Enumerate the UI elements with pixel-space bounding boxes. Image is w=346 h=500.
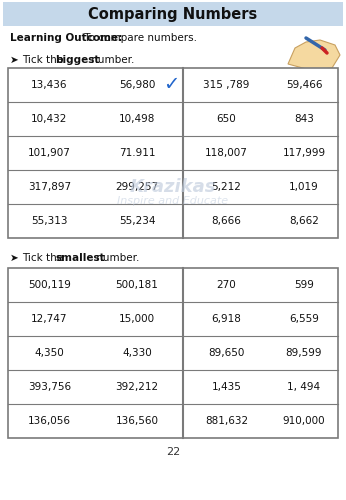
Text: 22: 22 <box>166 447 180 457</box>
Text: 393,756: 393,756 <box>28 382 71 392</box>
Text: 55,234: 55,234 <box>119 216 155 226</box>
Text: 500,119: 500,119 <box>28 280 71 290</box>
Text: 650: 650 <box>217 114 236 124</box>
Text: 71.911: 71.911 <box>119 148 155 158</box>
Text: 910,000: 910,000 <box>283 416 325 426</box>
Text: Tick the: Tick the <box>22 253 66 263</box>
Text: 12,747: 12,747 <box>31 314 68 324</box>
Text: 4,330: 4,330 <box>122 348 152 358</box>
Bar <box>3 2 343 26</box>
Text: 843: 843 <box>294 114 314 124</box>
Text: 55,313: 55,313 <box>31 216 68 226</box>
Text: Inspire and Educate: Inspire and Educate <box>117 196 229 206</box>
Text: 270: 270 <box>217 280 236 290</box>
Text: 6,918: 6,918 <box>211 314 242 324</box>
Text: 15,000: 15,000 <box>119 314 155 324</box>
Bar <box>8 268 338 438</box>
Text: 118,007: 118,007 <box>205 148 248 158</box>
Text: 🖊: 🖊 <box>308 40 322 60</box>
Text: 89,650: 89,650 <box>208 348 245 358</box>
Bar <box>8 68 338 238</box>
Text: Tick the: Tick the <box>22 55 66 65</box>
Text: 101,907: 101,907 <box>28 148 71 158</box>
Text: biggest: biggest <box>55 55 99 65</box>
Text: Learning Outcome:: Learning Outcome: <box>10 33 122 43</box>
Polygon shape <box>288 40 340 70</box>
Text: ➤: ➤ <box>10 253 19 263</box>
Text: 56,980: 56,980 <box>119 80 155 90</box>
Text: 8,662: 8,662 <box>289 216 319 226</box>
Text: To compare numbers.: To compare numbers. <box>81 33 197 43</box>
Text: 299,257: 299,257 <box>116 182 158 192</box>
Text: 1,019: 1,019 <box>289 182 319 192</box>
Text: 317,897: 317,897 <box>28 182 71 192</box>
Text: ➤: ➤ <box>10 55 19 65</box>
Text: 10,498: 10,498 <box>119 114 155 124</box>
Text: number.: number. <box>88 55 134 65</box>
Text: 13,436: 13,436 <box>31 80 68 90</box>
Text: 4,350: 4,350 <box>35 348 64 358</box>
Text: smallest: smallest <box>55 253 104 263</box>
Text: 5,212: 5,212 <box>211 182 242 192</box>
Text: Comparing Numbers: Comparing Numbers <box>88 6 258 22</box>
Text: 500,181: 500,181 <box>116 280 158 290</box>
Text: 1, 494: 1, 494 <box>288 382 320 392</box>
Text: 315 ,789: 315 ,789 <box>203 80 250 90</box>
Text: 881,632: 881,632 <box>205 416 248 426</box>
Text: 1,435: 1,435 <box>211 382 242 392</box>
Text: 392,212: 392,212 <box>116 382 158 392</box>
Text: Krazikas: Krazikas <box>130 178 216 196</box>
Text: 599: 599 <box>294 280 314 290</box>
Text: 8,666: 8,666 <box>211 216 242 226</box>
Text: 89,599: 89,599 <box>286 348 322 358</box>
Text: number.: number. <box>93 253 139 263</box>
Text: 117,999: 117,999 <box>282 148 326 158</box>
Text: 10,432: 10,432 <box>31 114 68 124</box>
Text: 6,559: 6,559 <box>289 314 319 324</box>
Text: 136,560: 136,560 <box>116 416 158 426</box>
Text: 136,056: 136,056 <box>28 416 71 426</box>
Text: 59,466: 59,466 <box>286 80 322 90</box>
Text: ✓: ✓ <box>163 76 179 94</box>
